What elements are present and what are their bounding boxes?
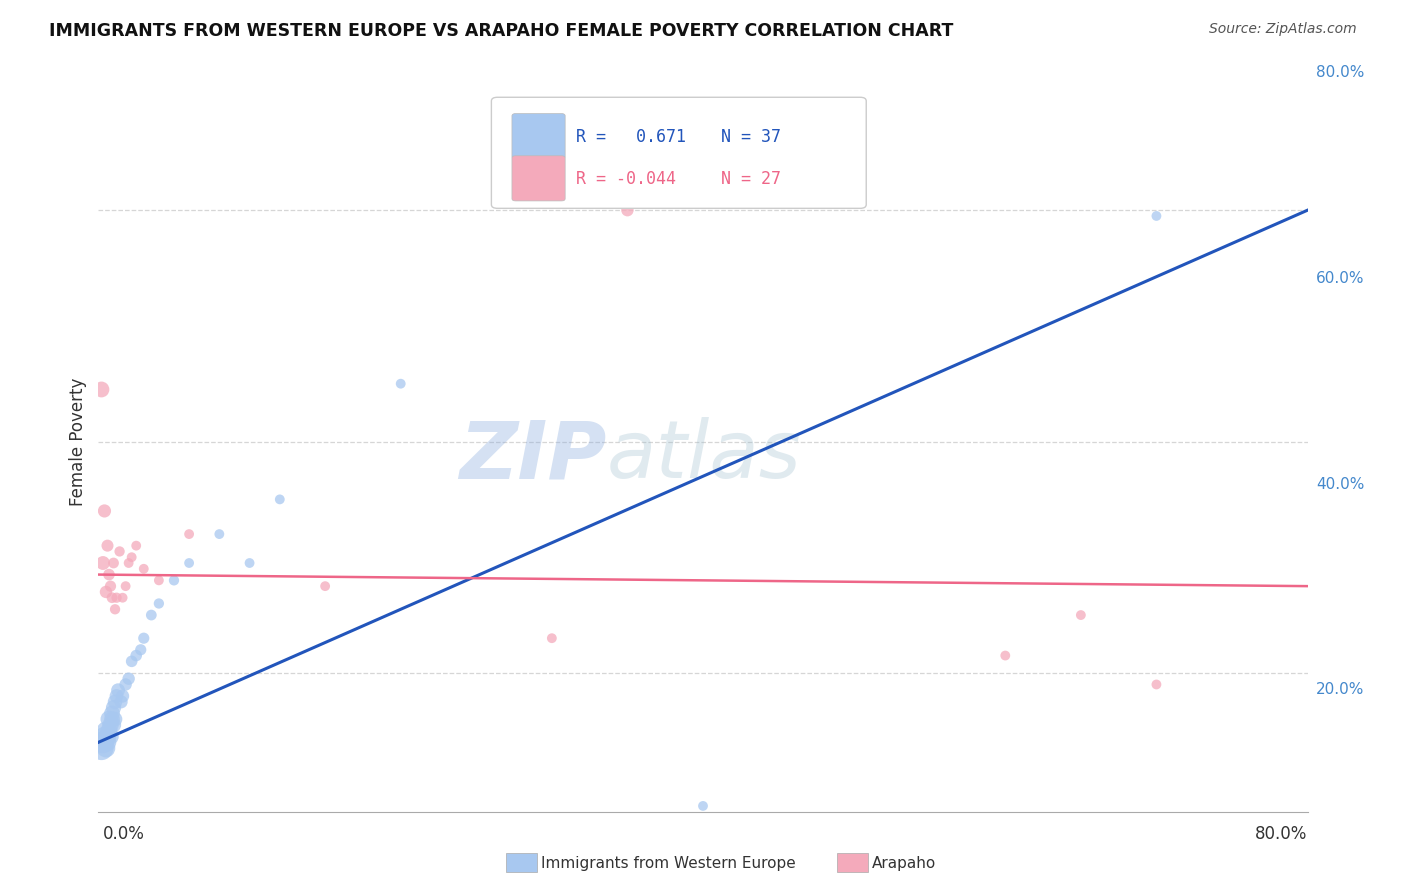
Point [104, 712, 127, 726]
Point [105, 591, 128, 605]
Point [94, 585, 117, 599]
Point [125, 539, 148, 553]
Text: R =   0.671: R = 0.671 [576, 128, 686, 145]
Point [100, 718, 122, 732]
Text: Source: ZipAtlas.com: Source: ZipAtlas.com [1209, 22, 1357, 37]
Point [389, 376, 412, 391]
Point [616, 203, 638, 218]
Point [179, 527, 201, 541]
Point [1070, 608, 1092, 623]
FancyBboxPatch shape [512, 156, 565, 201]
Point [98, 723, 121, 738]
Point [208, 527, 231, 541]
Point [90, 383, 112, 397]
Point [121, 654, 143, 668]
Point [118, 672, 141, 686]
Point [91, 556, 114, 570]
Point [179, 556, 201, 570]
Point [91, 735, 114, 749]
Point [94, 741, 117, 756]
Point [844, 169, 866, 183]
Point [125, 648, 148, 663]
Point [103, 700, 125, 714]
Point [103, 556, 125, 570]
Text: Arapaho: Arapaho [872, 856, 936, 871]
Point [98, 567, 121, 582]
Point [692, 799, 714, 814]
Point [104, 695, 127, 709]
Point [314, 579, 336, 593]
Point [540, 631, 562, 645]
Point [101, 712, 124, 726]
Text: R = -0.044: R = -0.044 [576, 169, 676, 187]
Point [163, 574, 186, 588]
Y-axis label: Female Poverty: Female Poverty [69, 377, 87, 506]
Point [239, 556, 262, 570]
Point [93, 504, 115, 518]
Point [132, 631, 155, 645]
Point [94, 723, 117, 738]
Point [148, 574, 170, 588]
Text: N = 37: N = 37 [721, 128, 782, 145]
Point [1144, 209, 1167, 223]
Point [103, 718, 125, 732]
Text: ZIP: ZIP [458, 417, 606, 495]
Point [121, 550, 143, 565]
Point [101, 706, 124, 721]
Point [108, 544, 131, 558]
Point [98, 712, 121, 726]
FancyBboxPatch shape [512, 113, 565, 159]
Point [107, 683, 129, 698]
Point [114, 579, 136, 593]
Point [110, 695, 132, 709]
Text: 0.0%: 0.0% [103, 825, 145, 843]
Point [118, 556, 141, 570]
Point [93, 730, 115, 744]
Point [100, 730, 122, 744]
Text: N = 27: N = 27 [721, 169, 782, 187]
Point [90, 741, 112, 756]
Point [111, 591, 134, 605]
Point [105, 689, 128, 703]
Text: atlas: atlas [606, 417, 801, 495]
Point [1144, 677, 1167, 691]
Point [100, 579, 122, 593]
Point [994, 648, 1017, 663]
Point [101, 591, 124, 605]
Text: IMMIGRANTS FROM WESTERN EUROPE VS ARAPAHO FEMALE POVERTY CORRELATION CHART: IMMIGRANTS FROM WESTERN EUROPE VS ARAPAH… [49, 22, 953, 40]
Point [96, 730, 118, 744]
Point [129, 642, 152, 657]
Point [96, 735, 118, 749]
Point [96, 539, 118, 553]
Point [132, 562, 155, 576]
Point [111, 689, 134, 703]
Text: 80.0%: 80.0% [1256, 825, 1308, 843]
Point [269, 492, 291, 507]
Point [148, 597, 170, 611]
Point [114, 677, 136, 691]
FancyBboxPatch shape [492, 97, 866, 209]
Point [141, 608, 163, 623]
Text: Immigrants from Western Europe: Immigrants from Western Europe [541, 856, 796, 871]
Point [104, 602, 127, 616]
